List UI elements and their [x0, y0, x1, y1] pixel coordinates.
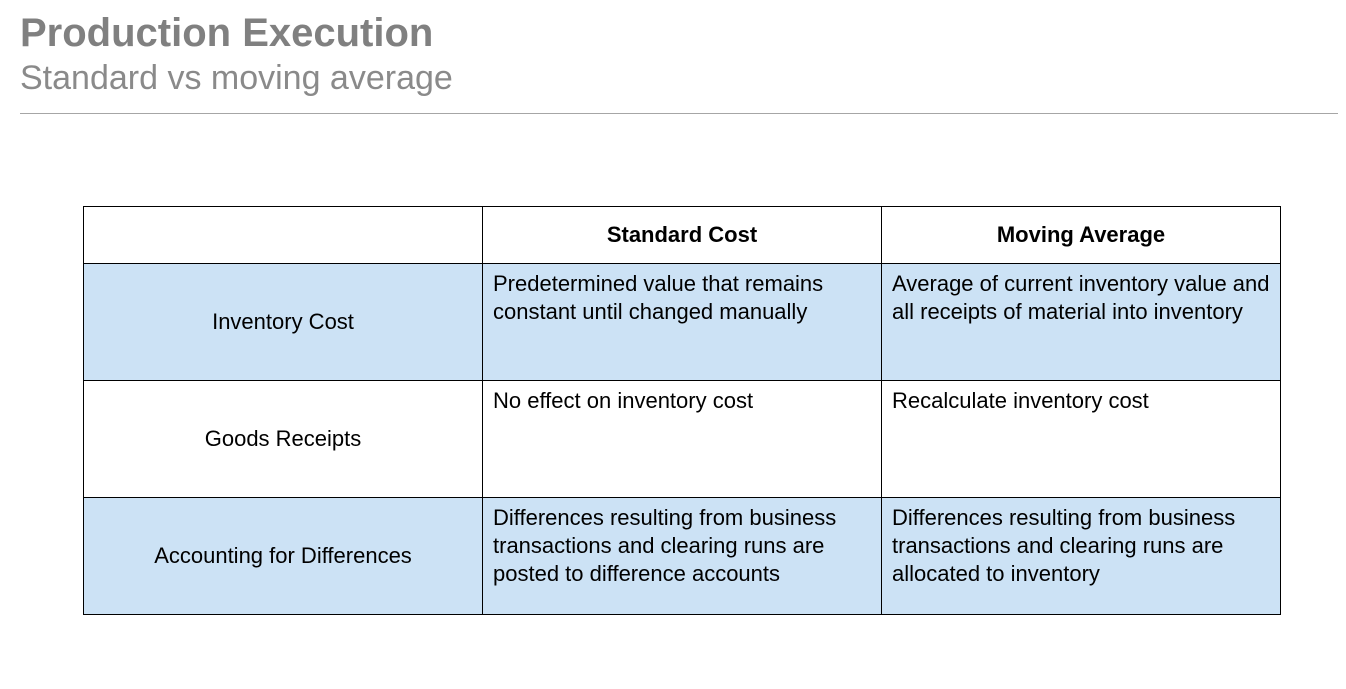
- row-label-accounting-for-differences: Accounting for Differences: [83, 497, 483, 615]
- table-header-row: Standard Cost Moving Average: [83, 206, 1281, 264]
- row-label-inventory-cost: Inventory Cost: [83, 263, 483, 381]
- header-empty-cell: [83, 206, 483, 264]
- row-label-goods-receipts: Goods Receipts: [83, 380, 483, 498]
- comparison-table: Standard Cost Moving Average Inventory C…: [83, 206, 1281, 615]
- cell-moving-average: Recalculate inventory cost: [881, 380, 1281, 498]
- page-title: Production Execution: [20, 11, 434, 55]
- cell-standard-cost: Differences resulting from business tran…: [482, 497, 882, 615]
- title-divider: [20, 113, 1338, 114]
- table-row: Accounting for Differences Differences r…: [83, 497, 1281, 615]
- cell-moving-average: Average of current inventory value and a…: [881, 263, 1281, 381]
- cell-standard-cost: Predetermined value that remains constan…: [482, 263, 882, 381]
- cell-standard-cost: No effect on inventory cost: [482, 380, 882, 498]
- header-moving-average: Moving Average: [881, 206, 1281, 264]
- table-row: Inventory Cost Predetermined value that …: [83, 263, 1281, 381]
- cell-moving-average: Differences resulting from business tran…: [881, 497, 1281, 615]
- header-standard-cost: Standard Cost: [482, 206, 882, 264]
- page-subtitle: Standard vs moving average: [20, 59, 453, 97]
- table-row: Goods Receipts No effect on inventory co…: [83, 380, 1281, 498]
